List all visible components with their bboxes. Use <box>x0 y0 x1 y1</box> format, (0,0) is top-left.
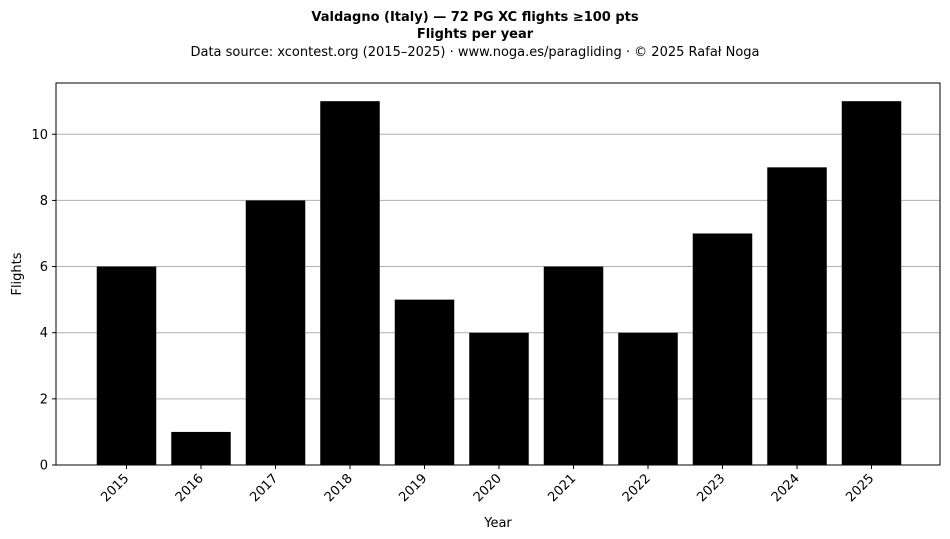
y-axis-label: Flights <box>10 252 25 295</box>
chart-title: Valdagno (Italy) — 72 PG XC flights ≥100… <box>311 10 639 25</box>
x-tick-label: 2025 <box>843 471 877 505</box>
x-tick-label: 2019 <box>396 471 430 505</box>
y-tick-label: 10 <box>31 128 48 143</box>
y-tick-label: 4 <box>40 326 48 341</box>
bar-2020 <box>469 332 529 465</box>
y-tick-label: 6 <box>40 260 48 275</box>
bar-2017 <box>245 200 306 465</box>
x-tick-label: 2024 <box>769 471 803 505</box>
x-tick-label: 2022 <box>620 471 654 505</box>
bars <box>96 101 902 466</box>
chart-subtitle: Flights per year <box>417 27 534 42</box>
y-tick-label: 8 <box>40 194 48 209</box>
x-tick-label: 2017 <box>247 471 281 505</box>
bar-2022 <box>618 332 678 465</box>
x-tick-label: 2015 <box>98 471 132 505</box>
bar-2023 <box>692 233 753 465</box>
bar-2024 <box>767 167 827 466</box>
bar-2015 <box>96 266 157 465</box>
y-axis-ticks: 0 2 4 6 8 10 <box>31 128 56 474</box>
plot-frame <box>55 82 941 466</box>
x-tick-label: 2018 <box>322 471 356 505</box>
bar-2018 <box>320 101 380 465</box>
x-tick-label: 2023 <box>694 471 728 505</box>
y-tick-label: 2 <box>40 392 48 407</box>
x-tick-label: 2020 <box>471 471 505 505</box>
x-axis-label: Year <box>483 516 512 531</box>
bar-2021 <box>543 266 604 465</box>
y-tick-label: 0 <box>40 459 48 474</box>
x-tick-label: 2021 <box>545 471 579 505</box>
bar-2019 <box>394 299 455 465</box>
chart-source-note: Data source: xcontest.org (2015–2025) · … <box>190 45 759 60</box>
x-axis-ticks: 2015 2016 2017 2018 2019 2020 2021 2022 2023 2024… <box>98 465 877 505</box>
bar-2016 <box>171 431 231 465</box>
x-tick-label: 2016 <box>173 471 207 505</box>
bar-2025 <box>841 101 902 465</box>
